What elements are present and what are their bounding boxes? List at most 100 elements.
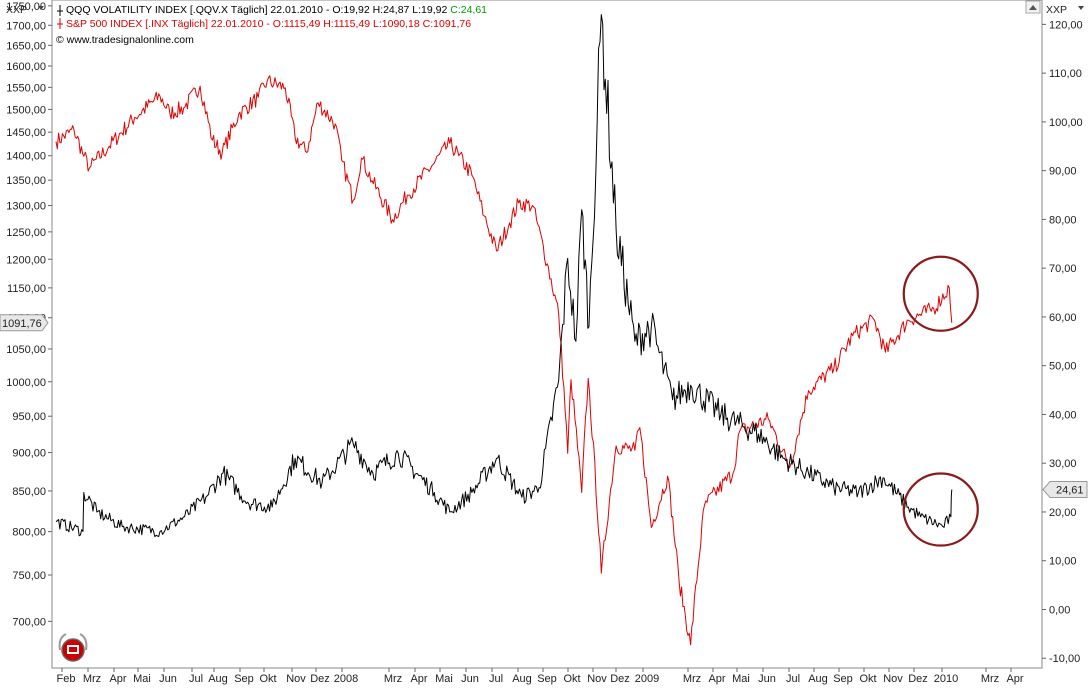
x-tick-label: Apr: [1006, 673, 1023, 685]
x-tick-label: Mai: [732, 673, 750, 685]
right-tick-label: -10,00: [1049, 653, 1080, 665]
x-tick-label: Dez: [908, 673, 928, 685]
x-tick-label: Sep: [234, 673, 254, 685]
x-tick-label: Aug: [512, 673, 532, 685]
left-tick-label: 950,00: [12, 411, 46, 423]
chevron-down-icon: [1078, 6, 1084, 10]
left-tick-label: 1300,00: [6, 201, 46, 213]
right-tick-label: 80,00: [1049, 214, 1077, 226]
legend-vix-text: QQQ VOLATILITY INDEX [.QQV.X Täglich] 22…: [66, 4, 450, 16]
left-tick-label: 750,00: [12, 570, 46, 582]
x-tick-label: Jun: [758, 673, 776, 685]
series-marker-icon: [57, 5, 63, 16]
legend-entry-spx[interactable]: S&P 500 INDEX [.INX Täglich] 22.01.2010 …: [57, 18, 471, 30]
left-tick-label: 700,00: [12, 616, 46, 628]
left-axis-menu[interactable]: XXP: [6, 4, 44, 16]
right-tick-label: 90,00: [1049, 166, 1077, 178]
left-last-value: 1091,76: [2, 318, 42, 330]
x-tick-label: Okt: [563, 673, 580, 685]
left-tick-label: 1400,00: [6, 151, 46, 163]
right-last-value-tag: 24,61: [1042, 480, 1088, 498]
left-tick-label: 1250,00: [6, 227, 46, 239]
left-tick-label: 850,00: [12, 486, 46, 498]
annotations: [902, 255, 979, 547]
x-tick-label: Mrz: [83, 673, 101, 685]
x-tick-label: Nov: [286, 673, 306, 685]
x-tick-label: Apr: [109, 673, 126, 685]
x-tick-label: Mrz: [683, 673, 701, 685]
right-axis-menu[interactable]: XXP: [1046, 4, 1084, 16]
x-tick-label: Jul: [786, 673, 800, 685]
arrow-up-icon: [1029, 5, 1037, 10]
left-tick-label: 1350,00: [6, 175, 46, 187]
left-tick-label: 1050,00: [6, 344, 46, 356]
right-tick-label: 30,00: [1049, 458, 1077, 470]
right-tick-label: 120,00: [1049, 19, 1083, 31]
x-tick-label: Jul: [489, 673, 503, 685]
right-axis-menu-label[interactable]: XXP: [1046, 4, 1067, 16]
x-tick-label: Okt: [859, 673, 876, 685]
x-tick-label: Nov: [883, 673, 903, 685]
right-tick-label: 100,00: [1049, 117, 1083, 129]
x-tick-label: Dez: [310, 673, 330, 685]
right-tick-label: 50,00: [1049, 361, 1077, 373]
x-tick-label: Mai: [133, 673, 151, 685]
chevron-down-icon: [38, 6, 44, 10]
left-tick-label: 1150,00: [7, 283, 46, 295]
x-tick-label: Aug: [808, 673, 828, 685]
right-tick-label: 40,00: [1049, 409, 1077, 421]
x-tick-label: Mrz: [981, 673, 999, 685]
left-tick-label: 800,00: [12, 527, 46, 539]
left-tick-label: 1500,00: [6, 104, 46, 116]
highlight-circle: [902, 255, 979, 332]
copyright-text: © www.tradesignalonline.com: [56, 34, 194, 46]
right-tick-label: 60,00: [1049, 312, 1077, 324]
scroll-up-button[interactable]: [1025, 0, 1041, 14]
right-tick-label: 20,00: [1049, 507, 1077, 519]
series-marker-icon: [57, 18, 63, 29]
x-tick-label: Nov: [587, 673, 607, 685]
highlight-circle: [902, 472, 979, 547]
legend-vix-close: C:24,61: [450, 4, 487, 16]
x-tick-label: Jun: [461, 673, 479, 685]
right-tick-label: 70,00: [1049, 263, 1077, 275]
left-tick-label: 1450,00: [6, 127, 46, 139]
left-tick-label: 1000,00: [6, 377, 46, 389]
x-tick-label: Mai: [435, 673, 453, 685]
right-tick-label: 10,00: [1049, 556, 1077, 568]
x-tick-label: Jul: [189, 673, 203, 685]
right-tick-label: 0,00: [1049, 604, 1070, 616]
left-tick-label: 1600,00: [6, 61, 46, 73]
left-axis-menu-label[interactable]: XXP: [6, 4, 27, 16]
vix-series-line: [55, 14, 953, 538]
x-tick-label: Dez: [610, 673, 630, 685]
left-tick-label: 1750,00: [6, 1, 46, 13]
x-axis: Feb Mrz Apr Mai Jun Jul Aug Sep Okt Nov Dez 2008 Mrz…: [57, 668, 1024, 685]
x-tick-label: Apr: [708, 673, 725, 685]
x-tick-label: Okt: [259, 673, 276, 685]
x-tick-label: Mrz: [384, 673, 402, 685]
x-tick-label: 2010: [934, 673, 958, 685]
x-tick-label: 2008: [334, 673, 358, 685]
spx-series-line: [55, 75, 953, 646]
x-tick-label: 2009: [635, 673, 659, 685]
left-last-value-tag: 1091,76: [0, 314, 49, 332]
right-axis: -10,00 0,00 10,00 20,00 30,00 40,00 50,00 60,00…: [1042, 19, 1083, 665]
left-tick-label: 1700,00: [6, 20, 46, 32]
series-layer: [55, 14, 953, 646]
right-tick-label: 110,00: [1049, 68, 1082, 80]
legend-entry-vix[interactable]: QQQ VOLATILITY INDEX [.QQV.X Täglich] 22…: [57, 4, 487, 16]
bull-logo-icon: [58, 633, 88, 662]
x-tick-label: Jun: [159, 673, 177, 685]
x-tick-label: Sep: [537, 673, 557, 685]
x-tick-label: Feb: [57, 673, 76, 685]
left-tick-label: 1650,00: [6, 40, 46, 52]
x-tick-label: Sep: [833, 673, 853, 685]
legend-spx-text: S&P 500 INDEX [.INX Täglich] 22.01.2010 …: [66, 18, 471, 30]
x-tick-label: Aug: [208, 673, 228, 685]
left-tick-label: 1200,00: [6, 254, 46, 266]
left-tick-label: 900,00: [12, 448, 46, 460]
left-tick-label: 1550,00: [6, 82, 46, 94]
right-last-value: 24,61: [1056, 484, 1084, 496]
